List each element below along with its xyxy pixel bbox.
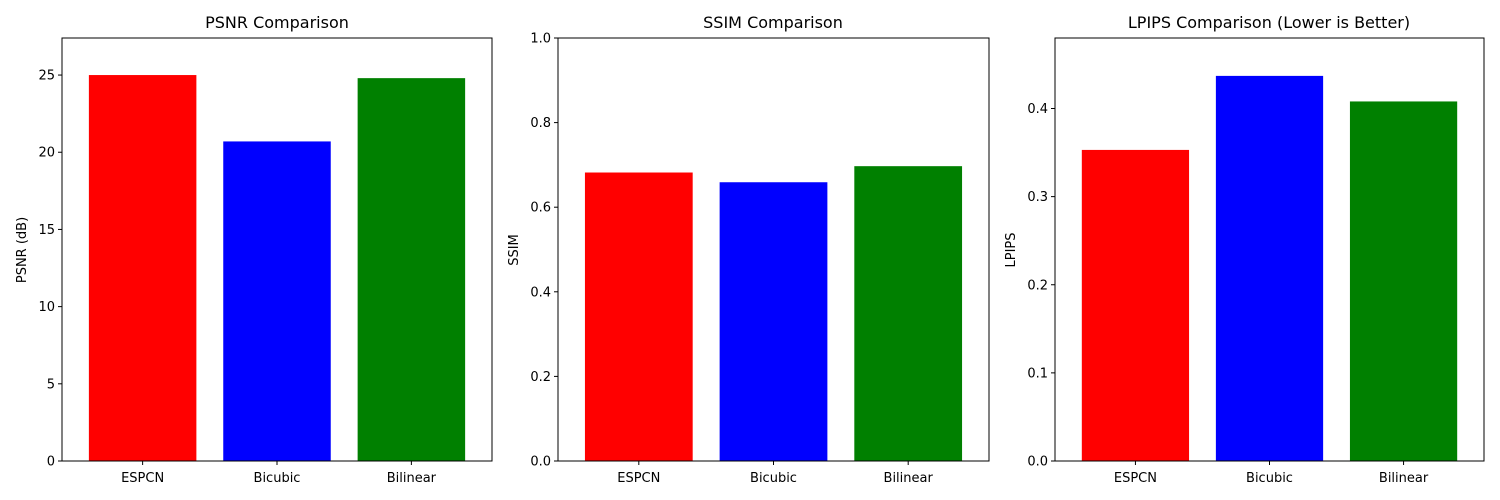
lpips-y-axis-label: LPIPS (1004, 232, 1019, 267)
ssim-y-tick-label: 0.6 (530, 201, 551, 216)
psnr-y-axis-label: PSNR (dB) (15, 217, 30, 283)
psnr-bar-espcn (88, 75, 197, 462)
psnr-y-tick-label: 25 (38, 69, 55, 84)
ssim-x-tick-label: Bilinear (884, 471, 934, 486)
psnr-x-tick-label: ESPCN (121, 471, 164, 486)
ssim-y-tick-label: 1.0 (530, 32, 551, 47)
ssim-bar-bilinear (854, 166, 963, 462)
lpips-y-tick-label: 0.0 (1027, 455, 1048, 470)
ssim-x-tick-label: Bicubic (750, 471, 797, 486)
ssim-y-tick-label: 0.8 (530, 116, 551, 131)
psnr-y-tick-label: 0 (47, 455, 55, 470)
lpips-x-tick-label: Bilinear (1379, 471, 1429, 486)
ssim-chart-title: SSIM Comparison (703, 13, 843, 32)
lpips-bar-espcn (1081, 149, 1190, 462)
ssim-y-tick-label: 0.0 (530, 455, 551, 470)
lpips-bar-bicubic (1215, 75, 1324, 461)
lpips-panel: 0.0 0.1 0.2 0.3 0.4 ESPCN Bicubic Bilinear LPIP… (1004, 13, 1485, 486)
lpips-y-tick-label: 0.2 (1027, 278, 1048, 293)
ssim-y-axis-label: SSIM (507, 234, 522, 266)
ssim-plot-area: 0.0 0.2 0.4 0.6 0.8 1.0 ESPCN Bicubic Bilinear (530, 32, 990, 486)
psnr-y-tick-label: 5 (47, 377, 55, 392)
lpips-y-tick-label: 0.3 (1027, 190, 1048, 205)
psnr-x-tick-label: Bicubic (254, 471, 301, 486)
lpips-x-tick-label: ESPCN (1114, 471, 1157, 486)
psnr-bar-bilinear (357, 78, 466, 461)
ssim-x-tick-label: ESPCN (617, 471, 660, 486)
ssim-bar-espcn (584, 172, 693, 461)
ssim-y-tick-label: 0.4 (530, 285, 551, 300)
ssim-bar-bicubic (719, 182, 828, 462)
psnr-chart-title: PSNR Comparison (205, 13, 349, 32)
lpips-y-tick-label: 0.1 (1027, 366, 1048, 381)
lpips-plot-area: 0.0 0.1 0.2 0.3 0.4 ESPCN Bicubic Bilinear (1027, 37, 1485, 486)
psnr-y-tick-label: 20 (38, 146, 55, 161)
ssim-panel: 0.0 0.2 0.4 0.6 0.8 1.0 ESPCN Bicubic Bilinear S… (507, 13, 990, 486)
psnr-panel: 0 5 10 15 20 25 ESPCN Bicubic Bilinear PSNR Comp… (15, 13, 493, 486)
ssim-y-tick-label: 0.2 (530, 370, 551, 385)
lpips-chart-title: LPIPS Comparison (Lower is Better) (1128, 13, 1410, 32)
psnr-x-tick-label: Bilinear (387, 471, 437, 486)
psnr-y-tick-label: 10 (38, 300, 55, 315)
lpips-bar-bilinear (1349, 101, 1458, 461)
psnr-y-tick-label: 15 (38, 223, 55, 238)
lpips-x-tick-label: Bicubic (1246, 471, 1293, 486)
lpips-y-tick-label: 0.4 (1027, 102, 1048, 117)
psnr-plot-area: 0 5 10 15 20 25 ESPCN Bicubic Bilinear (38, 37, 493, 486)
psnr-bar-bicubic (223, 141, 331, 461)
